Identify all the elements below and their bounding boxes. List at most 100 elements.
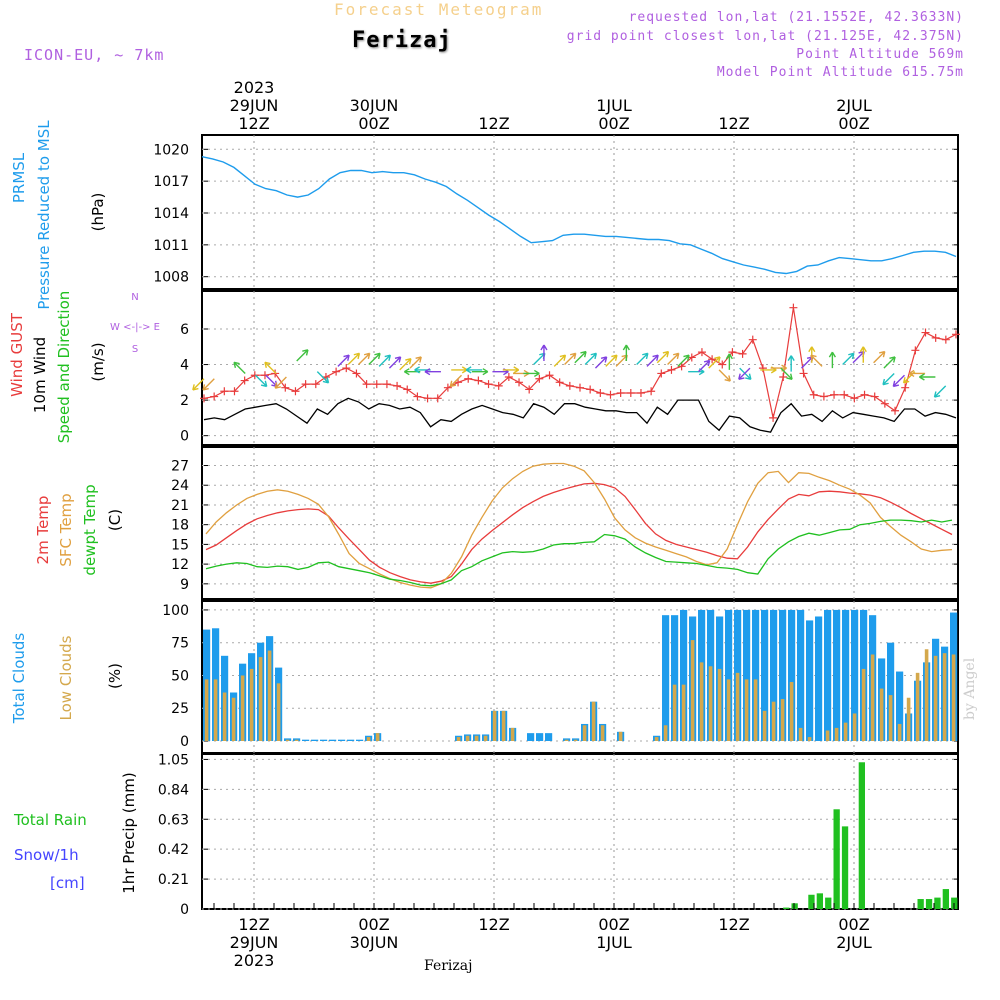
total-clouds-bar bbox=[815, 616, 823, 741]
ytick-label-wind: 0 bbox=[180, 429, 189, 445]
gust-point bbox=[413, 392, 422, 401]
total-clouds-bar bbox=[806, 620, 814, 741]
total-clouds-bar bbox=[329, 739, 337, 741]
low-clouds-bar bbox=[753, 679, 758, 741]
low-clouds-bar bbox=[231, 697, 236, 741]
gust-point bbox=[382, 380, 391, 389]
low-clouds-bar bbox=[744, 679, 749, 741]
wind-direction-arrow bbox=[708, 356, 721, 369]
low-clouds-bar bbox=[735, 672, 740, 741]
total-clouds-bar bbox=[896, 671, 904, 741]
ytick-label-temperature: 9 bbox=[180, 577, 189, 593]
top-time-label: 1JUL bbox=[596, 96, 632, 115]
total-clouds-bar bbox=[527, 733, 535, 741]
precip-bar bbox=[816, 893, 823, 909]
ytick-label-wind: 6 bbox=[180, 322, 189, 338]
compass-n: N bbox=[131, 292, 138, 303]
gust-point bbox=[769, 413, 778, 422]
gust-point bbox=[250, 371, 259, 380]
wind-direction-arrow bbox=[667, 352, 680, 366]
ytick-label-wind: 4 bbox=[180, 358, 189, 374]
gust-point bbox=[586, 385, 595, 394]
total-clouds-bar bbox=[761, 609, 769, 741]
ytick-label-wind: 2 bbox=[180, 393, 189, 409]
top-time-label: 2JUL bbox=[836, 96, 872, 115]
gust-point bbox=[504, 373, 513, 381]
wind-direction-arrow bbox=[636, 352, 649, 366]
wind-direction-arrow bbox=[264, 361, 277, 374]
total-clouds-bar bbox=[302, 739, 310, 741]
wind-direction-arrow bbox=[388, 356, 402, 369]
low-clouds-bar bbox=[285, 739, 290, 741]
low-clouds-bar bbox=[798, 727, 803, 741]
gust-point bbox=[515, 378, 524, 387]
low-clouds-bar bbox=[240, 675, 245, 741]
low-clouds-bar bbox=[942, 653, 947, 741]
low-clouds-bar bbox=[897, 723, 902, 741]
wind-direction-arrow bbox=[202, 378, 215, 391]
low-clouds-bar bbox=[510, 727, 515, 741]
wind-direction-arrow bbox=[399, 358, 412, 371]
low-clouds-bar bbox=[870, 654, 875, 741]
ytick-label-temperature: 24 bbox=[171, 478, 189, 494]
low-clouds-bar bbox=[888, 695, 893, 741]
low-clouds-bar bbox=[591, 701, 596, 741]
total-clouds-bar bbox=[320, 739, 328, 741]
ytick-label-temperature: 15 bbox=[171, 537, 189, 553]
gust-point bbox=[840, 390, 849, 399]
low-clouds-bar bbox=[204, 679, 209, 741]
gust-point bbox=[393, 381, 402, 390]
low-clouds-bar bbox=[690, 640, 695, 741]
footer-location: Ferizaj bbox=[424, 958, 473, 974]
low-clouds-bar bbox=[843, 722, 848, 741]
wind-direction-arrow bbox=[882, 372, 895, 386]
temp-sfc-label: SFC Temp bbox=[57, 493, 75, 566]
top-time-label: 12Z bbox=[718, 114, 749, 133]
low-clouds-bar bbox=[249, 668, 254, 741]
precip-bar bbox=[791, 903, 798, 909]
wind-unit: (m/s) bbox=[89, 342, 107, 381]
gust-point bbox=[952, 330, 960, 339]
gust-point bbox=[738, 349, 747, 358]
low-clouds-bar bbox=[213, 679, 218, 741]
top-time-label: 12Z bbox=[238, 114, 269, 133]
gust-point bbox=[464, 374, 473, 383]
gust-point bbox=[677, 362, 686, 371]
ytick-label-temperature: 12 bbox=[171, 557, 189, 573]
total-clouds-bar bbox=[770, 609, 778, 741]
top-time-label: 12Z bbox=[478, 114, 509, 133]
low-clouds-bar bbox=[951, 654, 956, 741]
total-clouds-bar bbox=[824, 609, 832, 741]
bottom-time-label: 00Z bbox=[358, 915, 389, 934]
grid-point-coords: grid point closest lon,lat (21.125E, 42.… bbox=[566, 29, 964, 44]
low-clouds-bar bbox=[726, 679, 731, 741]
gust-point bbox=[423, 394, 432, 403]
top-time-label: 29JUN bbox=[230, 96, 279, 115]
temp-dewpt-label: dewpt Temp bbox=[81, 484, 99, 575]
gust-point bbox=[403, 385, 412, 394]
wind-direction-arrow bbox=[368, 352, 381, 366]
gust-point bbox=[667, 365, 676, 374]
ytick-label-precip: 1.05 bbox=[158, 752, 189, 768]
gust-point bbox=[301, 380, 310, 389]
wind-direction-arrow bbox=[502, 366, 520, 374]
bottom-time-label: 12Z bbox=[478, 915, 509, 934]
point-altitude: Point Altitude 569m bbox=[796, 47, 964, 62]
clouds-total-label: Total Clouds bbox=[10, 633, 28, 725]
gust-point bbox=[332, 367, 341, 376]
wind-direction-arrow bbox=[787, 355, 795, 372]
wind-direction-arrow bbox=[800, 356, 814, 369]
low-clouds-bar bbox=[681, 684, 686, 741]
wind-direction-arrow bbox=[255, 374, 268, 388]
precip-bar bbox=[858, 762, 865, 909]
wind-direction-arrow bbox=[553, 354, 567, 367]
wind-direction-arrow bbox=[533, 352, 546, 366]
low-clouds-bar bbox=[276, 683, 281, 741]
precip-bar bbox=[925, 899, 933, 909]
gust-point bbox=[433, 394, 442, 403]
total-clouds-bar bbox=[887, 642, 895, 741]
gust-point bbox=[260, 371, 269, 380]
low-clouds-bar bbox=[672, 684, 677, 741]
wind-direction-arrow bbox=[852, 350, 865, 364]
